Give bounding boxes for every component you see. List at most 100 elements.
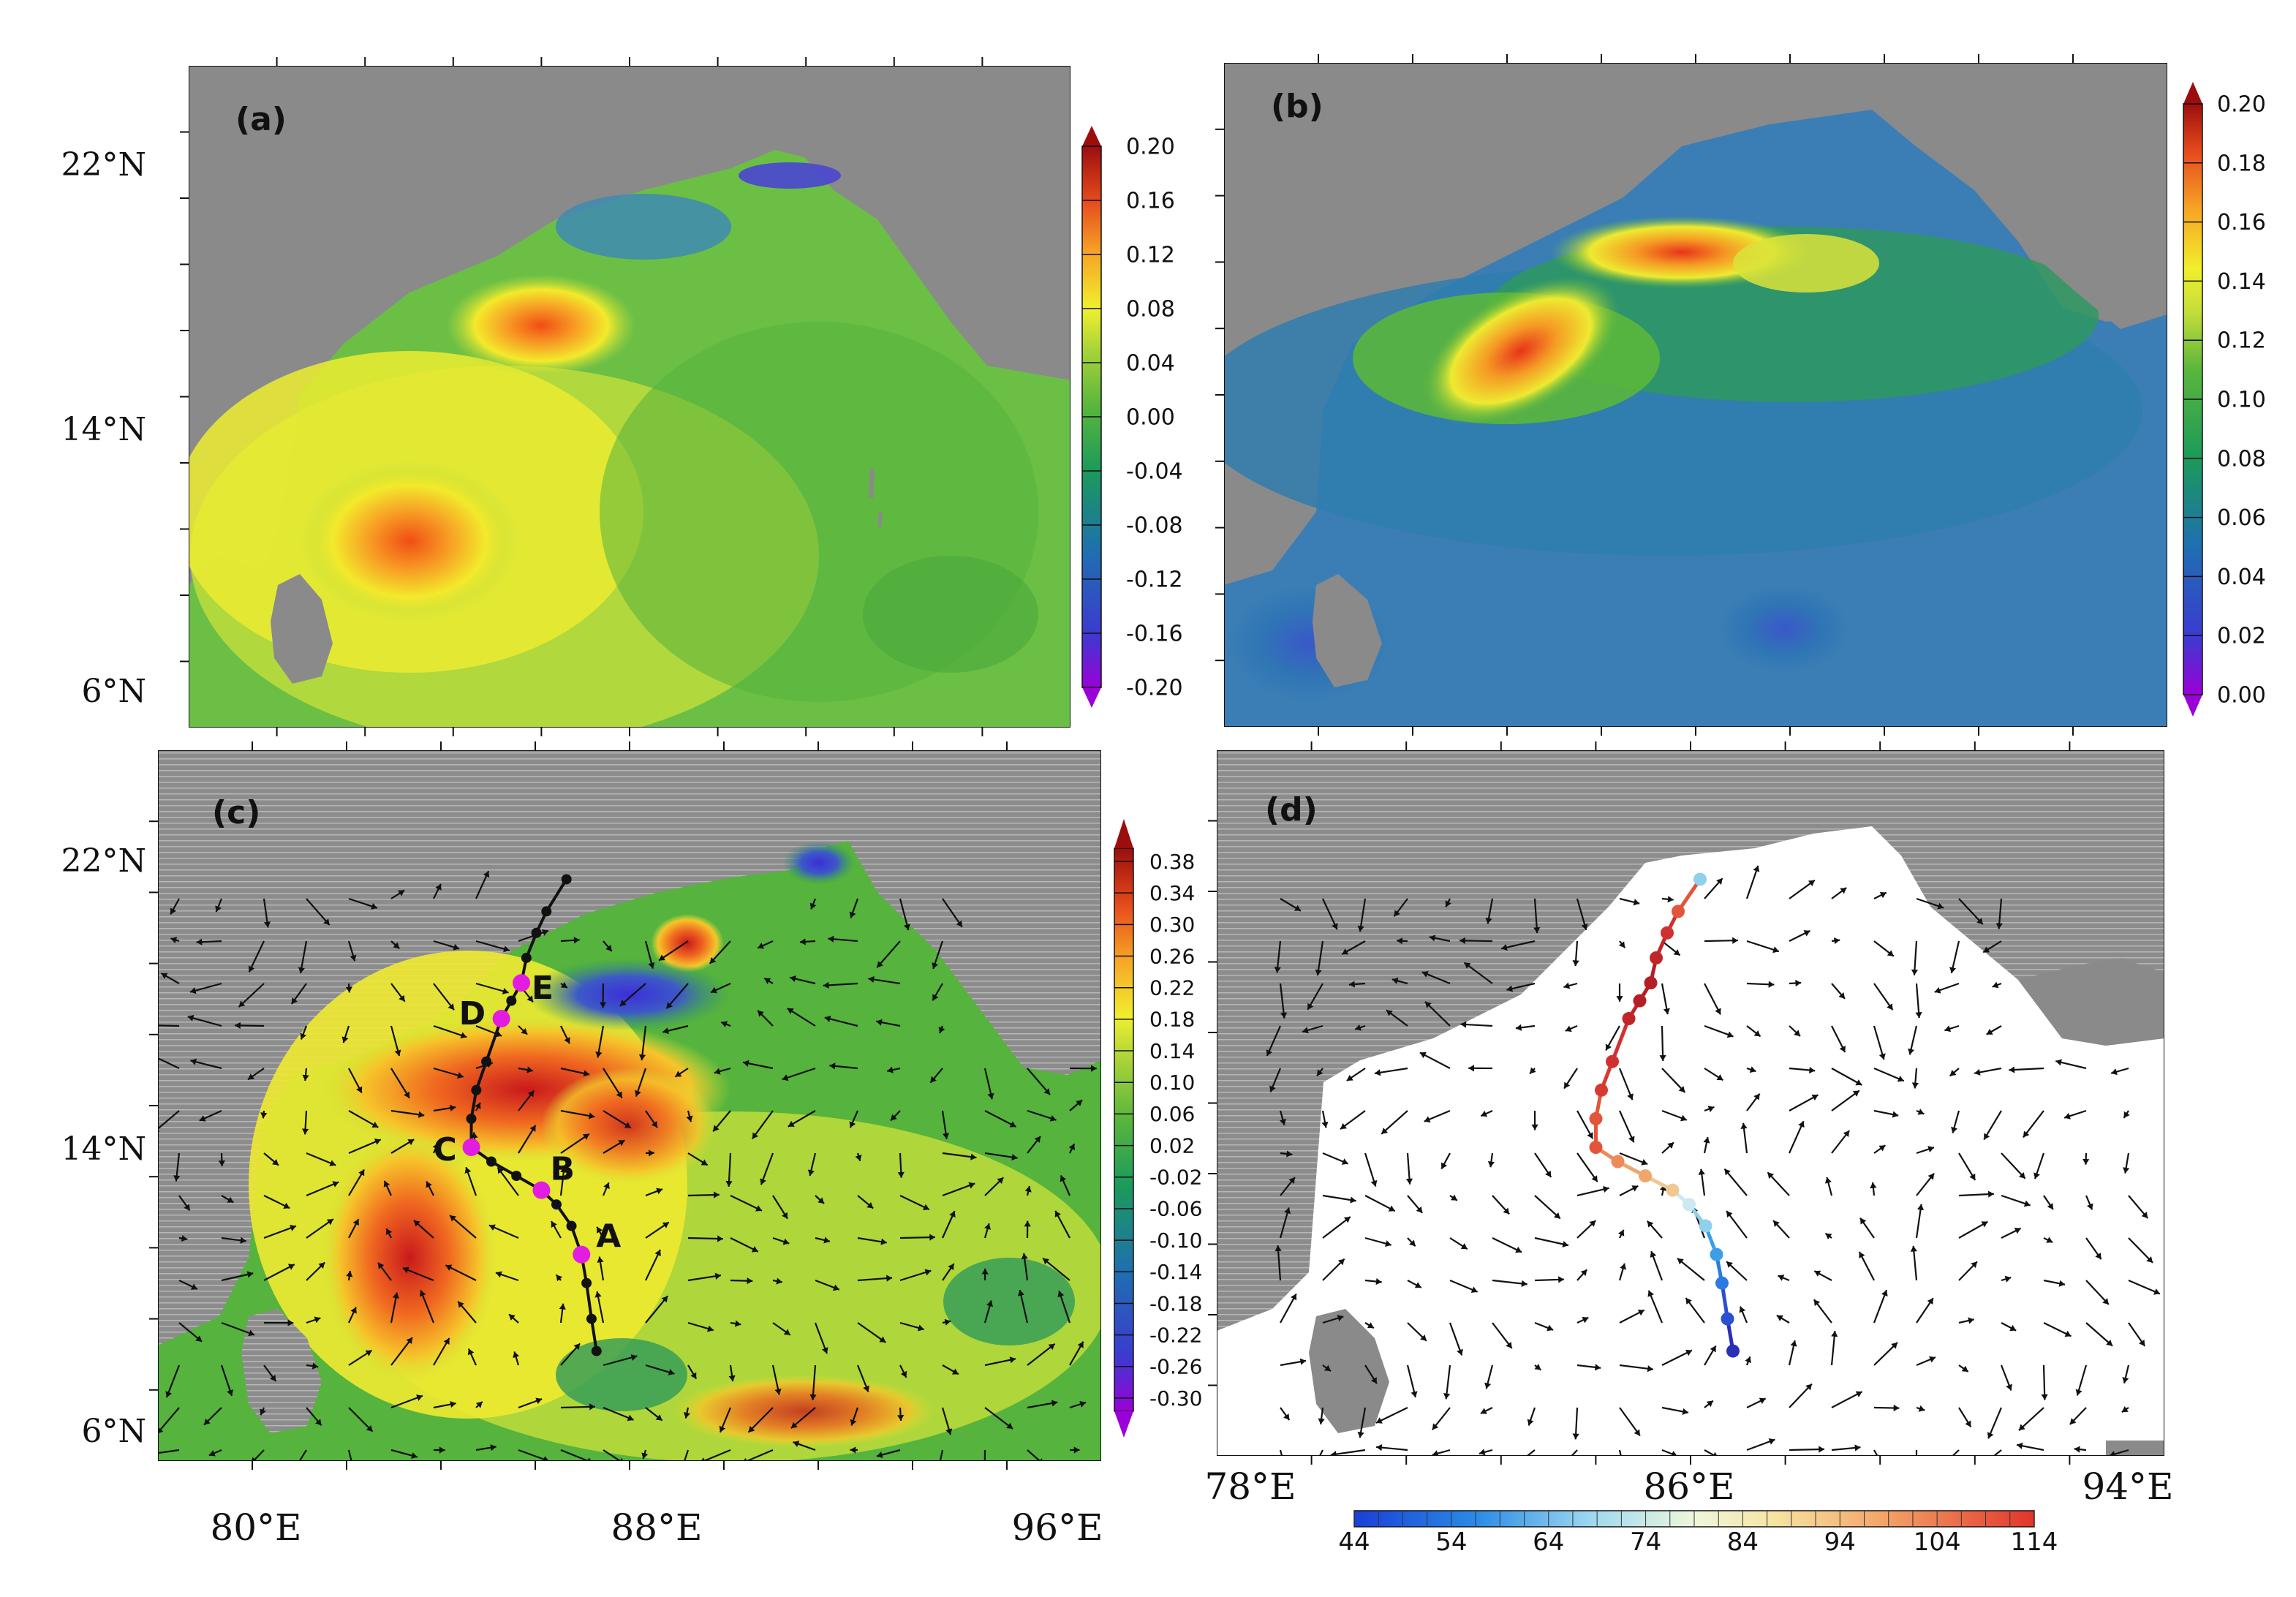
colorbar-c-tick-label: -0.10 <box>1149 1228 1202 1253</box>
wind-arrow-head <box>1464 962 1471 969</box>
wind-arrow-head <box>1667 1142 1674 1149</box>
current-arrow-head <box>475 1102 481 1109</box>
current-arrow-head <box>821 1347 828 1354</box>
current-arrow-head <box>984 1223 992 1230</box>
current-arrow <box>449 1215 477 1239</box>
wind-arrow-head <box>1370 1179 1378 1187</box>
wind-arrow-head <box>1580 1269 1587 1277</box>
wind-arrow-head <box>1512 1462 1519 1468</box>
wind-arrow <box>1492 1279 1527 1285</box>
track-marker-b <box>532 1181 551 1199</box>
wind-arrow-head <box>1357 925 1364 932</box>
current-arrow-head <box>170 907 176 915</box>
wind-arrow-head <box>1855 1079 1862 1086</box>
current-arrow-head <box>393 942 400 949</box>
current-arrow-head <box>560 1166 567 1173</box>
colorbar-c-tick-label: -0.22 <box>1149 1323 1202 1347</box>
wind-arrow-head <box>1424 1001 1432 1008</box>
current-arrow-head <box>488 1224 496 1231</box>
current-arrow-head <box>573 937 580 944</box>
track-point <box>591 1345 602 1356</box>
land-sri-lanka <box>1309 1309 1389 1433</box>
wind-arrow-head <box>1971 1261 1977 1269</box>
wind-arrow-head <box>1992 981 1999 989</box>
current-arrow-head <box>634 1090 641 1097</box>
wind-arrow-head <box>1374 1069 1381 1076</box>
wind-arrow-head <box>1995 923 2003 929</box>
panel-c-lat-6: 6°N <box>82 1413 147 1450</box>
colorbar-c-tick-label: 0.26 <box>1149 944 1195 968</box>
wind-arrow-head <box>1917 1109 1925 1115</box>
current-arrow-head <box>583 1070 590 1077</box>
current-arrow-head <box>1077 1341 1084 1348</box>
colorbar-d-tick-label: 64 <box>1533 1528 1564 1557</box>
current-arrow-head <box>649 1149 654 1157</box>
wind-arrow-head <box>1706 1400 1713 1408</box>
wind-arrow-head <box>1682 1408 1689 1415</box>
current-arrow-head <box>587 1457 592 1461</box>
wind-arrow-head <box>2102 1298 2109 1305</box>
current-arrow <box>641 1025 647 1061</box>
wind-arrow-head <box>2014 1227 2021 1234</box>
current-arrow-head <box>651 1121 657 1128</box>
wind-arrow-head <box>1622 1473 1628 1480</box>
current-arrow-head <box>407 1139 415 1146</box>
current-arrow-head <box>270 1375 276 1382</box>
wind-arrow <box>1831 1391 1863 1408</box>
wind-arrow-head <box>1545 1170 1552 1177</box>
current-arrow-head <box>315 1419 322 1426</box>
wind-arrow <box>1533 898 1538 934</box>
current-arrow-head <box>986 1300 994 1307</box>
current-arrow-head <box>891 1114 897 1121</box>
current-arrow-head <box>951 1368 959 1375</box>
land-myanmar <box>841 66 1070 358</box>
current-arrow-head <box>439 1446 445 1454</box>
current-arrow <box>560 1405 595 1409</box>
current-arrow <box>433 1024 467 1038</box>
wind-arrow-head <box>2058 1280 2066 1287</box>
wind-arrow-head <box>1515 1246 1522 1253</box>
current-arrow-head <box>817 1197 825 1204</box>
wind-arrow-head <box>1879 891 1887 899</box>
land-sri-lanka <box>1313 574 1382 687</box>
current-arrow-head <box>350 954 357 962</box>
current-arrow-head <box>793 1441 800 1448</box>
wind-arrow <box>1381 1110 1408 1135</box>
wind-arrow-head <box>2064 1112 2071 1120</box>
wind-arrow <box>1445 1364 1451 1400</box>
panel-a-lat-6: 6°N <box>82 673 147 710</box>
wind-arrow-head <box>1533 927 1541 934</box>
panel-d-map <box>1217 750 2164 1480</box>
wind-arrow-head <box>1515 1024 1522 1031</box>
wind-arrow-head <box>1795 979 1802 987</box>
track-marker-d <box>492 1010 510 1028</box>
current-arrow <box>603 1355 638 1367</box>
wind-arrow <box>1993 1449 2002 1456</box>
current-arrow-head <box>924 1269 932 1276</box>
colorbar-a-arrow-bottom <box>1082 687 1101 708</box>
current-arrow-head <box>932 962 939 969</box>
current-arrow-head <box>551 1221 557 1228</box>
current-arrow-head <box>829 1062 836 1070</box>
current-arrow <box>560 1109 595 1118</box>
colorbar-b-tick-label: 0.20 <box>2217 92 2266 118</box>
current-arrow-head <box>641 1452 649 1460</box>
wind-arrow <box>1915 1204 1922 1239</box>
current-arrow-head <box>866 1202 874 1209</box>
current-arrow-head <box>503 945 510 953</box>
wind-arrow-head <box>1667 896 1674 903</box>
colorbar-a-arrow-top <box>1082 126 1101 146</box>
wind-arrow-head <box>1558 1276 1564 1283</box>
current-arrow-head <box>495 1271 502 1278</box>
current-arrow-head <box>918 1324 924 1332</box>
current-arrow <box>263 1264 295 1281</box>
wind-arrow-head <box>1685 1349 1692 1356</box>
current-arrow-head <box>196 938 203 945</box>
current-arrow-head <box>624 1122 631 1128</box>
wind-arrow-head <box>1506 1342 1512 1348</box>
wind-arrow-head <box>1355 1024 1362 1031</box>
current-arrow-head <box>187 1014 195 1022</box>
current-arrow-head <box>184 1204 190 1211</box>
wind-arrow <box>1647 1290 1664 1324</box>
track-point <box>1639 1169 1652 1183</box>
